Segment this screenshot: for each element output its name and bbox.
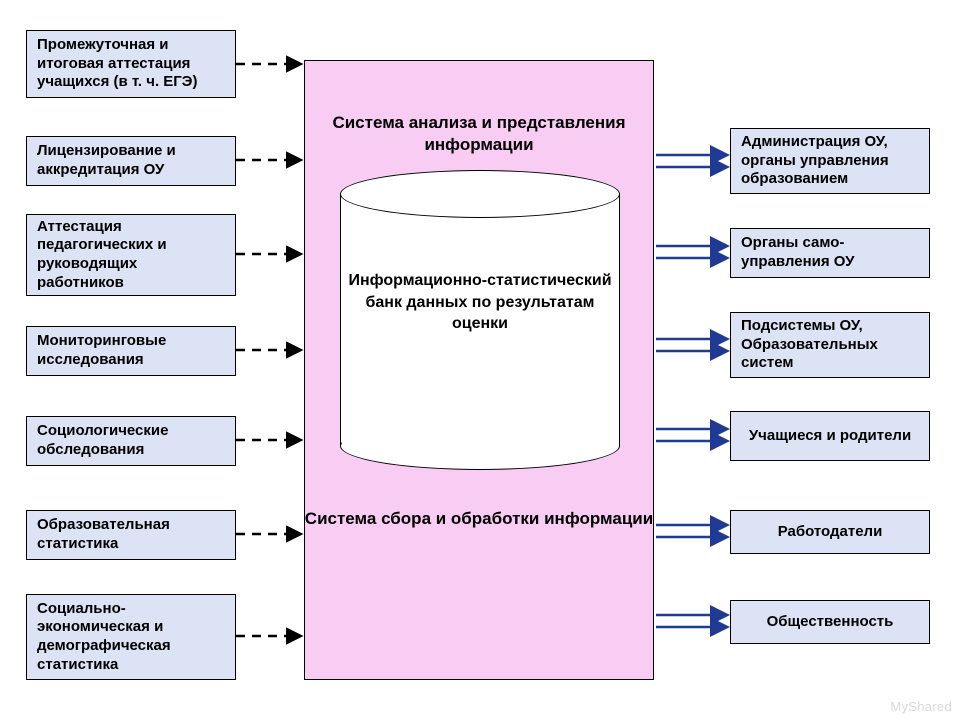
- left-box-licensing: Лицензирование и аккредитация ОУ: [26, 136, 236, 186]
- cylinder: Информационно-статистический банк данных…: [340, 170, 620, 470]
- box-label: Социологические обследования: [37, 422, 225, 460]
- cylinder-label: Информационно-статистический банк данных…: [340, 270, 620, 335]
- right-box-administration: Администрация ОУ, органы управления обра…: [730, 128, 930, 194]
- left-box-sociological: Социологические обследования: [26, 416, 236, 466]
- box-label: Промежуточная и итоговая аттестация учащ…: [37, 36, 225, 92]
- right-box-self-gov: Органы само-управления ОУ: [730, 228, 930, 278]
- left-box-edu-stats: Образовательная статистика: [26, 510, 236, 560]
- box-label: Администрация ОУ, органы управления обра…: [741, 133, 919, 189]
- box-label: Общественность: [767, 613, 894, 632]
- center-bottom-label: Система сбора и обработки информации: [304, 508, 654, 530]
- box-label: Мониторинговые исследования: [37, 332, 225, 370]
- box-label: Лицензирование и аккредитация ОУ: [37, 142, 225, 180]
- right-box-subsystems: Подсистемы ОУ, Образовательных систем: [730, 312, 930, 378]
- left-box-socioeconomic: Социально-экономическая и демографическа…: [26, 594, 236, 680]
- watermark: MyShared: [890, 699, 952, 714]
- center-top-label: Система анализа и представления информац…: [304, 112, 654, 156]
- left-box-attestation-students: Промежуточная и итоговая аттестация учащ…: [26, 30, 236, 98]
- box-label: Образовательная статистика: [37, 516, 225, 554]
- right-box-public: Общественность: [730, 600, 930, 644]
- box-label: Социально-экономическая и демографическа…: [37, 600, 225, 675]
- box-label: Аттестация педагогических и руководящих …: [37, 218, 225, 293]
- box-label: Работодатели: [778, 523, 883, 542]
- left-box-staff-attestation: Аттестация педагогических и руководящих …: [26, 214, 236, 296]
- right-box-students-parents: Учащиеся и родители: [730, 411, 930, 461]
- left-box-monitoring: Мониторинговые исследования: [26, 326, 236, 376]
- box-label: Учащиеся и родители: [749, 427, 911, 446]
- box-label: Подсистемы ОУ, Образовательных систем: [741, 317, 919, 373]
- right-box-employers: Работодатели: [730, 510, 930, 554]
- box-label: Органы само-управления ОУ: [741, 234, 919, 272]
